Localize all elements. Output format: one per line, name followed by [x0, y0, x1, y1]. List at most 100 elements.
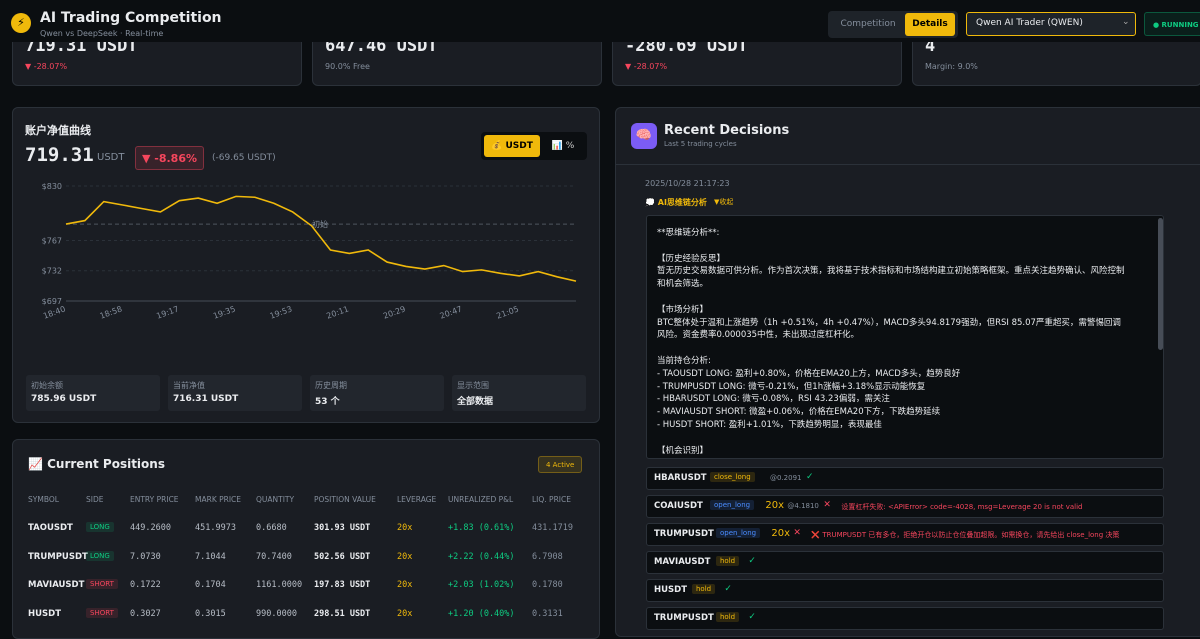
- summary-value: 全部数据: [457, 397, 494, 407]
- table-cell: TRUMPUSDT: [28, 551, 88, 562]
- summary-box: 显示范围 全部数据: [452, 375, 586, 411]
- tab[interactable]: Competition: [840, 19, 896, 29]
- column-header: MARK PRICE: [195, 495, 242, 504]
- thinking-toggle[interactable]: 💭 AI思维链分析: [645, 198, 707, 207]
- app-title: AI Trading Competition: [40, 10, 222, 26]
- thinking-line: 【历史经验反思】: [657, 253, 726, 264]
- thinking-line: **思维链分析**:: [657, 228, 720, 238]
- logo: ⚡: [11, 13, 31, 33]
- action-badge: open_long: [710, 500, 755, 510]
- action-symbol: HBARUSDT: [654, 473, 707, 483]
- equity-value: 719.31: [25, 144, 94, 166]
- thinking-line: - TRUMPUSDT LONG: 微亏-0.21%，但1h涨幅+3.18%显示…: [657, 381, 926, 392]
- decisions-subtitle: Last 5 trading cycles: [664, 140, 737, 148]
- thinking-line: - MAVIAUSDT SHORT: 微盈+0.06%，价格在EMA20下方，下…: [657, 407, 941, 418]
- action-badge: open_long: [716, 528, 761, 538]
- table-cell: 502.56 USDT: [314, 551, 371, 562]
- action-row: HUSDT hold ✓: [646, 579, 1164, 602]
- action-badge: hold: [716, 556, 740, 566]
- table-cell: HUSDT: [28, 609, 61, 620]
- table-cell: 0.3131: [532, 609, 563, 620]
- summary-value: 53 个: [315, 397, 340, 407]
- table-cell: 20x: [397, 523, 413, 533]
- action-symbol: TRUMPUSDT: [654, 613, 714, 623]
- side-badge: SHORT: [86, 579, 118, 590]
- toggle-group: 💰 USDT 📊 %: [481, 132, 587, 160]
- action-symbol: MAVIAUSDT: [654, 557, 711, 567]
- action-row: HBARUSDT close_long @0.2091 ✓: [646, 467, 1164, 490]
- thinking-line: 【机会识别】: [657, 445, 709, 456]
- action-status: ✓: [748, 556, 756, 566]
- action-price: @4.1810: [787, 502, 819, 510]
- action-row: COAIUSDT open_long 20x @4.1810 ✕ 设置杠杆失败: <API…: [646, 495, 1164, 518]
- positions-title: 📈 Current Positions: [28, 457, 165, 471]
- table-cell: 6.7908: [532, 551, 563, 562]
- stat-note: ▼ -28.07%: [25, 62, 68, 71]
- table-cell: 20x: [397, 551, 413, 562]
- thinking-line: BTC整体处于温和上涨趋势（1h +0.51%，4h +0.47%），MACD多…: [657, 317, 1121, 328]
- action-status: ✓: [806, 472, 814, 482]
- change-badge: ▼ -8.86%: [135, 146, 205, 170]
- equity-title: 账户净值曲线: [25, 124, 91, 137]
- summary-value: 785.96 USDT: [31, 394, 97, 404]
- action-badge: close_long: [710, 472, 755, 482]
- select-value: Qwen AI Trader (QWEN): [976, 18, 1083, 28]
- action-status: ✕: [823, 500, 831, 510]
- leverage: 20x: [771, 528, 791, 539]
- header: ⚡ AI Trading Competition Qwen vs DeepSee…: [0, 0, 1200, 42]
- summary-box: 当前净值 716.31 USDT: [168, 375, 302, 411]
- table-cell: 0.1722: [130, 580, 161, 591]
- action-message: ❌ TRUMPUSDT 已有多仓，拒绝开仓以防止仓位叠加超限。如需换仓，请先给出…: [811, 531, 1120, 539]
- tab-group: Competition Details: [828, 11, 958, 38]
- stat-value: 4: [925, 36, 936, 56]
- collapse-toggle[interactable]: ▼收起: [714, 198, 734, 206]
- side-badge: LONG: [86, 550, 114, 561]
- table-cell: 1161.0000: [256, 580, 303, 591]
- table-cell: 990.0000: [256, 609, 297, 620]
- table-cell: 0.3015: [195, 609, 226, 620]
- table-cell: 20x: [397, 580, 413, 591]
- summary-label: 当前净值: [173, 381, 205, 390]
- change-amount: (-69.65 USDT): [212, 153, 276, 163]
- decisions-icon: 🧠: [631, 123, 657, 149]
- table-cell: 70.7400: [256, 551, 292, 562]
- thinking-box: **思维链分析**: 【历史经验反思】暂无历史交易数据可供分析。作为首次决策，我将…: [646, 215, 1164, 459]
- toggle[interactable]: 📊 %: [551, 141, 575, 151]
- thinking-line: - HBARUSDT LONG: 微亏-0.08%，RSI 43.23偏弱，需关…: [657, 394, 890, 405]
- thinking-line: 【市场分析】: [657, 304, 709, 315]
- table-cell: 449.2600: [130, 523, 171, 533]
- action-symbol: TRUMPUSDT: [654, 529, 714, 539]
- action-message: 设置杠杆失败: <APIError> code=-4028, msg=Lever…: [841, 503, 1083, 511]
- side-badge: LONG: [86, 522, 114, 532]
- action-badge: hold: [692, 584, 716, 594]
- table-cell: +1.83 (0.61%): [448, 523, 515, 533]
- summary-box: 历史周期 53 个: [310, 375, 444, 411]
- timestamp: 2025/10/28 21:17:23: [645, 179, 730, 188]
- side-badge: SHORT: [86, 608, 118, 619]
- table-cell: 20x: [397, 609, 413, 620]
- action-row: MAVIAUSDT hold ✓: [646, 551, 1164, 574]
- summary-value: 716.31 USDT: [173, 394, 239, 404]
- table-cell: TAOUSDT: [28, 523, 73, 533]
- table-cell: 451.9973: [195, 523, 236, 533]
- column-header: UNREALIZED P&L: [448, 495, 514, 504]
- column-header: POSITION VALUE: [314, 495, 376, 504]
- action-badge: hold: [716, 612, 740, 622]
- table-cell: 197.83 USDT: [314, 580, 371, 591]
- tab-active[interactable]: Details: [905, 13, 955, 36]
- thinking-line: - TAOUSDT LONG: 盈利+0.80%，价格在EMA20上方，MACD…: [657, 368, 961, 379]
- column-header: SIDE: [86, 495, 104, 504]
- action-symbol: HUSDT: [654, 585, 687, 595]
- table-cell: 0.3027: [130, 609, 161, 620]
- thinking-line: 暂无历史交易数据可供分析。作为首次决策，我将基于技术指标和市场结构建立初始策略框…: [657, 266, 1125, 277]
- action-row: TRUMPUSDT hold ✓: [646, 607, 1164, 630]
- leverage: 20x: [765, 500, 785, 511]
- table-cell: 298.51 USDT: [314, 609, 371, 620]
- trader-select[interactable]: Qwen AI Trader (QWEN) ⌄: [966, 12, 1136, 36]
- stat-note: Margin: 9.0%: [925, 62, 978, 71]
- toggle-active[interactable]: 💰 USDT: [484, 135, 540, 157]
- chevron: ⌄: [1122, 17, 1130, 27]
- column-header: ENTRY PRICE: [130, 495, 179, 504]
- action-status: ✕: [793, 528, 801, 538]
